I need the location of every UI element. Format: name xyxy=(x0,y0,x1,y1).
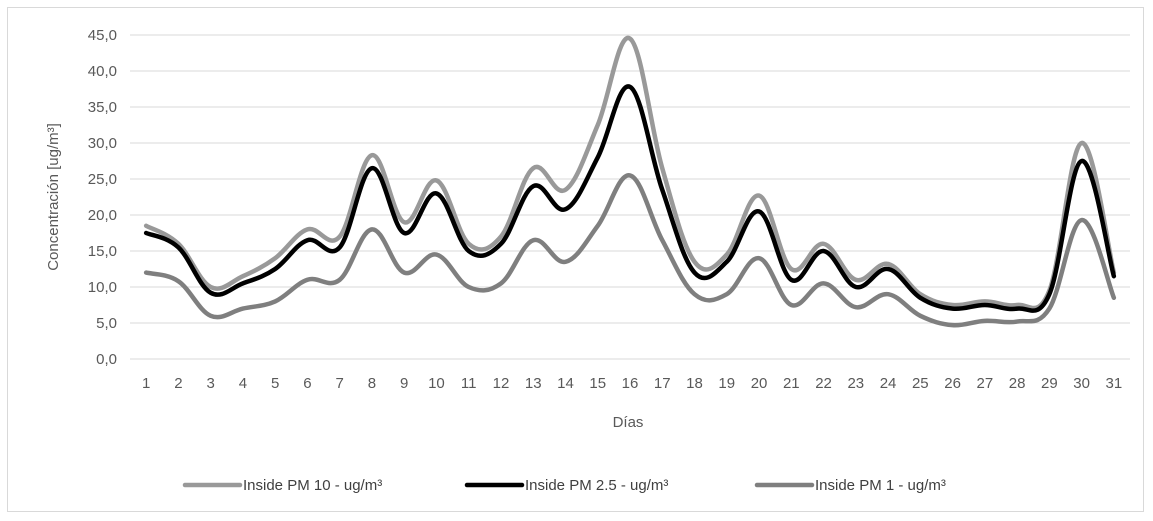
series-line-pm2-5 xyxy=(143,84,1117,313)
y-tick-label: 10,0 xyxy=(88,279,117,296)
y-tick-label: 40,0 xyxy=(88,63,117,80)
x-tick-label: 17 xyxy=(654,375,671,392)
legend-label: Inside PM 10 - ug/m³ xyxy=(243,477,382,494)
x-tick-label: 8 xyxy=(368,375,376,392)
x-tick-label: 18 xyxy=(686,375,703,392)
x-tick-label: 5 xyxy=(271,375,279,392)
y-axis-title: Concentración [ug/m³] xyxy=(45,123,62,271)
y-tick-label: 5,0 xyxy=(96,315,117,332)
x-tick-label: 16 xyxy=(622,375,639,392)
legend: Inside PM 10 - ug/m³ Inside PM 2.5 - ug/m… xyxy=(182,477,946,494)
x-tick-label: 31 xyxy=(1106,375,1123,392)
y-tick-label: 15,0 xyxy=(88,243,117,260)
x-tick-label: 15 xyxy=(589,375,606,392)
series-line-pm1 xyxy=(143,173,1117,328)
x-tick-label: 22 xyxy=(815,375,832,392)
x-tick-label: 6 xyxy=(303,375,311,392)
x-tick-label: 2 xyxy=(174,375,182,392)
x-tick-label: 10 xyxy=(428,375,445,392)
y-tick-label: 0,0 xyxy=(96,351,117,368)
y-tick-label: 35,0 xyxy=(88,99,117,116)
x-tick-label: 4 xyxy=(239,375,247,392)
x-tick-label: 13 xyxy=(525,375,542,392)
x-tick-label: 25 xyxy=(912,375,929,392)
y-tick-label: 20,0 xyxy=(88,207,117,224)
x-tick-label: 30 xyxy=(1073,375,1090,392)
y-axis-tick-labels: 0,0 5,0 10,0 15,0 20,0 25,0 30,0 35,0 40,0 45,0 xyxy=(88,27,117,368)
x-tick-label: 24 xyxy=(880,375,897,392)
x-tick-label: 29 xyxy=(1041,375,1058,392)
series-line-pm10 xyxy=(143,35,1117,311)
legend-item-pm2-5: Inside PM 2.5 - ug/m³ xyxy=(464,477,668,494)
x-tick-label: 19 xyxy=(718,375,735,392)
x-tick-label: 1 xyxy=(142,375,150,392)
x-tick-label: 21 xyxy=(783,375,800,392)
x-tick-label: 14 xyxy=(557,375,574,392)
y-tick-label: 25,0 xyxy=(88,171,117,188)
y-tick-label: 45,0 xyxy=(88,27,117,44)
x-tick-label: 3 xyxy=(206,375,214,392)
gridlines xyxy=(130,34,1130,324)
x-tick-label: 9 xyxy=(400,375,408,392)
x-tick-label: 23 xyxy=(847,375,864,392)
x-tick-label: 20 xyxy=(751,375,768,392)
x-tick-label: 27 xyxy=(976,375,993,392)
legend-item-pm1: Inside PM 1 - ug/m³ xyxy=(754,477,946,494)
x-tick-label: 12 xyxy=(493,375,510,392)
x-tick-label: 28 xyxy=(1009,375,1026,392)
x-axis-title: Días xyxy=(613,414,644,431)
legend-label: Inside PM 2.5 - ug/m³ xyxy=(525,477,668,494)
x-axis-tick-labels: 1 2 3 4 5 6 7 8 9 10 11 12 13 14 15 16 17 18 19 20 21 22 23 24 2… xyxy=(142,375,1122,392)
series-lines xyxy=(143,35,1117,328)
legend-label: Inside PM 1 - ug/m³ xyxy=(815,477,946,494)
x-tick-label: 26 xyxy=(944,375,961,392)
x-tick-label: 11 xyxy=(461,375,477,392)
y-tick-label: 30,0 xyxy=(88,135,117,152)
legend-item-pm10: Inside PM 10 - ug/m³ xyxy=(182,477,382,494)
chart-area xyxy=(7,7,1144,512)
x-tick-label: 7 xyxy=(336,375,344,392)
